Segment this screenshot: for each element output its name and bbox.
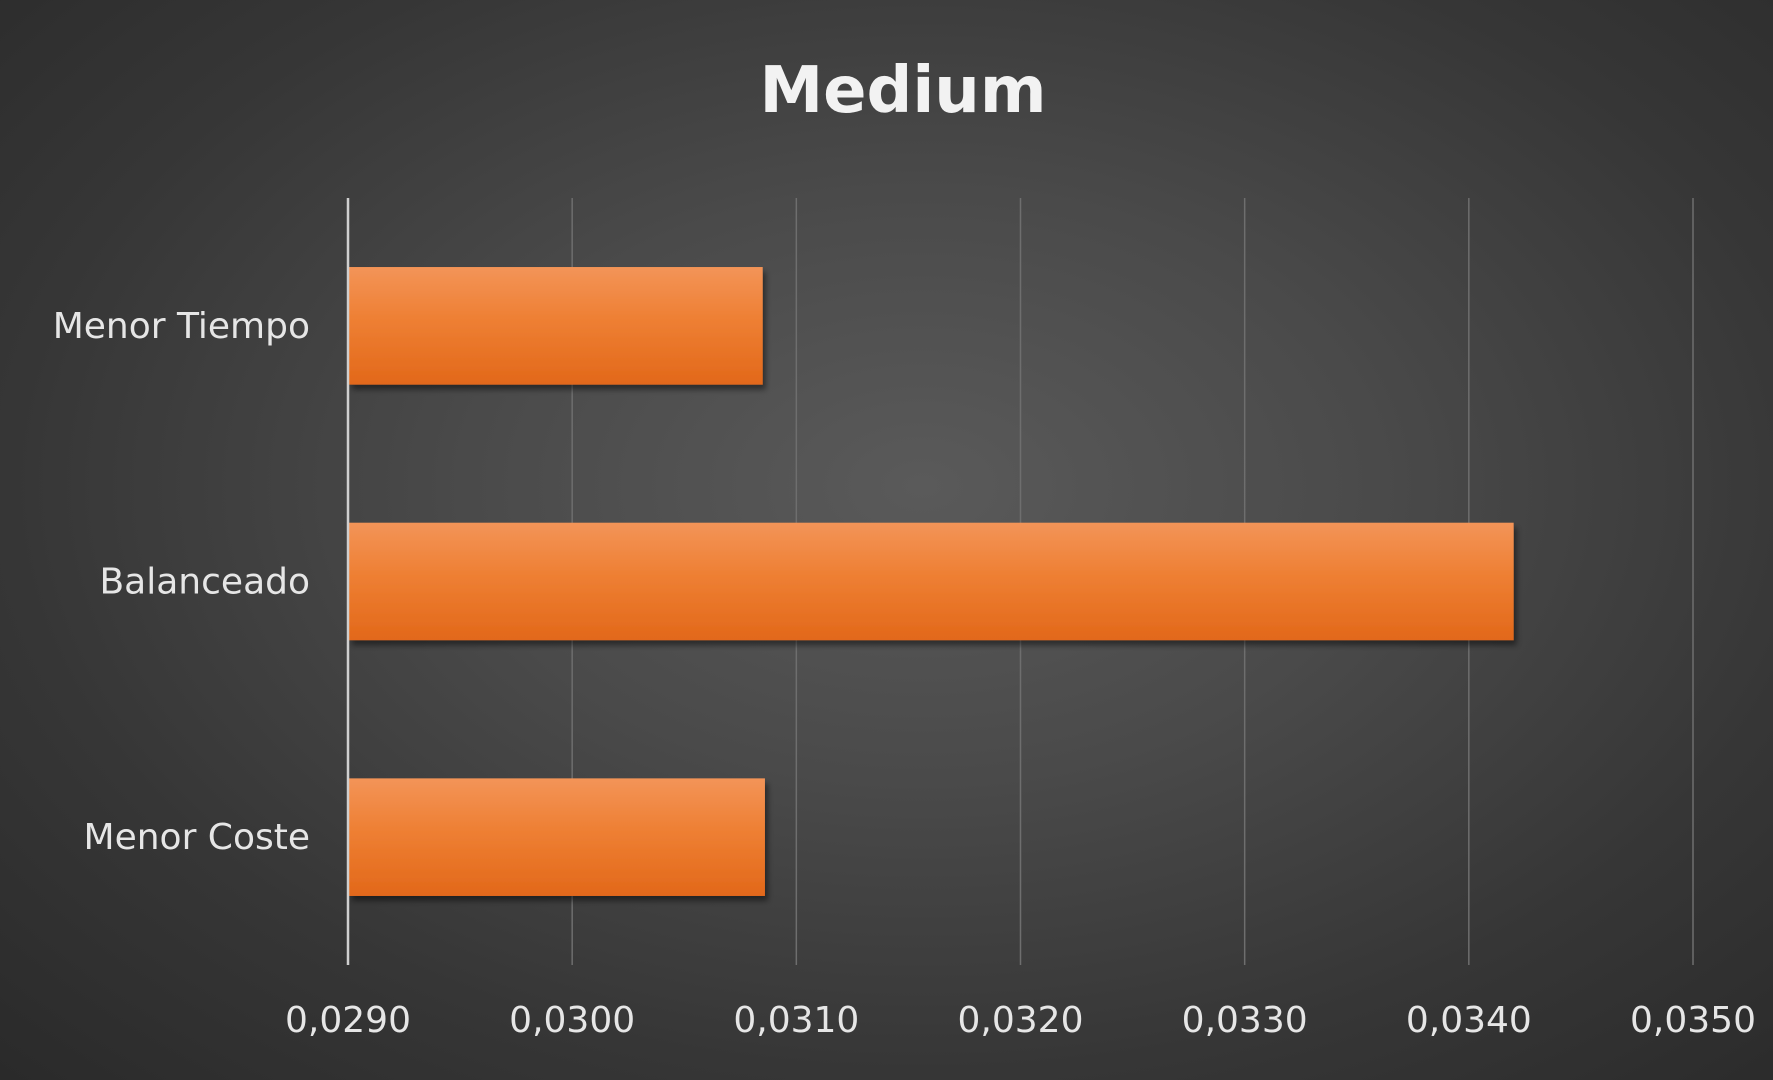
category-labels: Menor Tiempo Balanceado Menor Coste — [53, 306, 310, 858]
x-tick-label: 0,0310 — [733, 1000, 859, 1041]
category-label: Menor Coste — [84, 817, 310, 858]
bars — [349, 267, 1514, 896]
x-tick-label: 0,0330 — [1182, 1000, 1308, 1041]
category-label: Menor Tiempo — [53, 306, 310, 347]
x-tick-label: 0,0320 — [958, 1000, 1084, 1041]
category-label: Balanceado — [99, 562, 310, 603]
value-axis-tick-labels: 0,0290 0,0300 0,0310 0,0320 0,0330 0,0340 0,03… — [285, 1000, 1756, 1041]
x-tick-label: 0,0350 — [1630, 1000, 1756, 1041]
bar — [349, 267, 763, 385]
x-tick-label: 0,0290 — [285, 1000, 411, 1041]
chart-title: Medium — [759, 54, 1046, 128]
bar — [349, 522, 1514, 641]
bar — [349, 778, 765, 896]
x-tick-label: 0,0300 — [509, 1000, 635, 1041]
x-tick-label: 0,0340 — [1406, 1000, 1532, 1041]
